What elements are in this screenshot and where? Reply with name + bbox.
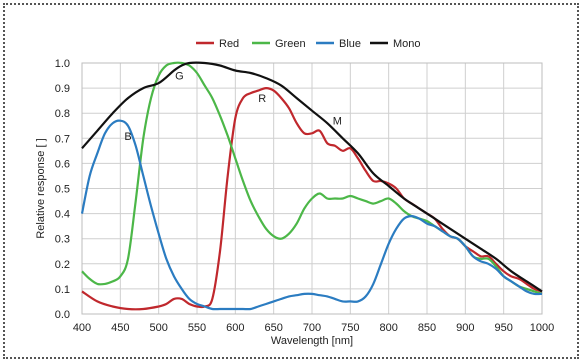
- curves: [80, 61, 543, 311]
- tick-labels: 0.0 0.1 0.2 0.3 0.4 0.5 0.6 0.7 0.8 0.9 1.0 400 450 5…: [55, 58, 555, 334]
- x-axis-title: Wavelength [nm]: [271, 335, 353, 347]
- x-tick-label: 450: [111, 322, 129, 334]
- curve-label-blue: B: [124, 131, 131, 143]
- x-tick-label: 550: [188, 322, 206, 334]
- y-axis-title: Relative response [ ]: [35, 138, 47, 238]
- series-line-mono: [81, 61, 543, 293]
- y-tick-label: 0.2: [55, 259, 70, 271]
- x-tick-label: 650: [264, 322, 282, 334]
- x-tick-label: 500: [149, 322, 167, 334]
- plot-area-border: [81, 62, 543, 315]
- x-tick-label: 700: [303, 322, 321, 334]
- x-tick-label: 850: [418, 322, 436, 334]
- curve-labels: R G B M: [124, 71, 342, 143]
- x-tick-label: 950: [494, 322, 512, 334]
- legend-label-mono: Mono: [393, 38, 421, 50]
- legend-label-red: Red: [219, 38, 239, 50]
- y-tick-label: 0.9: [55, 83, 70, 95]
- y-tick-label: 0.1: [55, 284, 70, 296]
- x-tick-label: 900: [456, 322, 474, 334]
- x-tick-label: 750: [341, 322, 359, 334]
- x-tick-label: 800: [379, 322, 397, 334]
- legend: Red Green Blue Mono: [196, 38, 421, 50]
- y-tick-label: 0.6: [55, 158, 70, 170]
- y-tick-label: 0.4: [55, 209, 70, 221]
- x-tick-label: 600: [226, 322, 244, 334]
- y-tick-label: 0.5: [55, 184, 70, 196]
- y-tick-label: 0.3: [55, 234, 70, 246]
- y-tick-label: 1.0: [55, 58, 70, 70]
- chart-frame: [3, 3, 579, 359]
- series-line-blue: [80, 119, 543, 311]
- x-tick-label: 1000: [530, 322, 554, 334]
- legend-label-green: Green: [275, 38, 306, 50]
- x-tick-label: 400: [73, 322, 91, 334]
- curve-label-green: G: [175, 71, 184, 83]
- curve-label-red: R: [258, 93, 266, 105]
- curve-label-mono: M: [333, 116, 342, 128]
- y-tick-label: 0.7: [55, 133, 70, 145]
- y-tick-label: 0.8: [55, 108, 70, 120]
- legend-label-blue: Blue: [339, 38, 361, 50]
- series-line-red: [81, 87, 543, 311]
- y-tick-label: 0.0: [55, 309, 70, 321]
